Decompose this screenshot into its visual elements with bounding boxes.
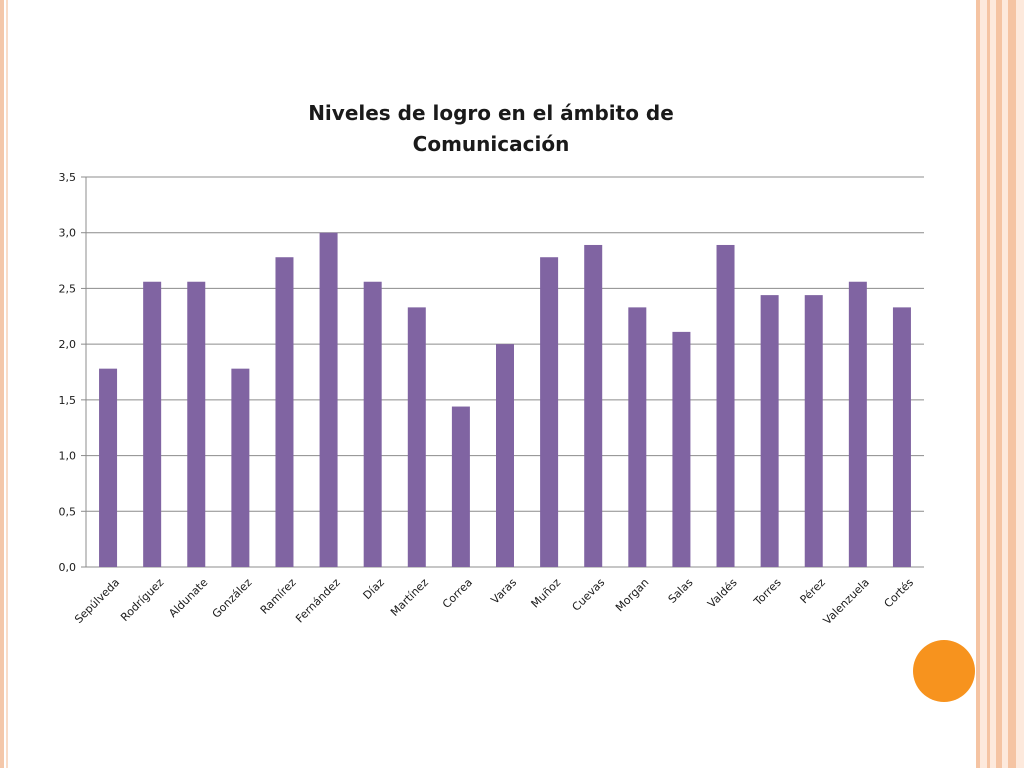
- bar: [628, 307, 647, 567]
- bar: [540, 257, 559, 567]
- bar: [275, 257, 294, 567]
- orange-circle-decoration: [913, 640, 975, 702]
- right-decor-stripe: [996, 0, 1002, 768]
- x-tick-label: Salas: [666, 576, 696, 606]
- bar: [319, 232, 338, 567]
- bar: [804, 295, 823, 567]
- x-tick-label: Díaz: [361, 576, 387, 602]
- bar: [672, 331, 691, 567]
- bar: [716, 244, 735, 567]
- x-tick-label: Valenzuela: [821, 576, 872, 627]
- bar: [231, 368, 250, 567]
- x-tick-label: Valdés: [705, 576, 740, 611]
- x-tick-label: Rodríguez: [118, 576, 166, 624]
- bar: [848, 281, 867, 567]
- bar: [363, 281, 382, 567]
- y-tick-label: 2,5: [59, 282, 77, 295]
- x-tick-label: Cortés: [882, 576, 917, 611]
- bar: [451, 406, 470, 567]
- x-tick-label: Torres: [751, 576, 784, 609]
- left-decor-stripe: [0, 0, 4, 768]
- x-tick-label: Sepúlveda: [72, 576, 122, 626]
- y-tick-label: 3,5: [59, 171, 77, 184]
- x-tick-label: Fernández: [293, 576, 343, 626]
- y-tick-label: 0,0: [59, 561, 77, 574]
- right-decor-stripe: [987, 0, 990, 768]
- bar: [407, 307, 426, 567]
- right-decor-stripe: [1008, 0, 1016, 768]
- x-tick-label: Cuevas: [570, 576, 608, 614]
- x-tick-label: Ramírez: [258, 576, 299, 617]
- bar: [187, 281, 206, 567]
- x-tick-label: Morgan: [613, 576, 651, 614]
- x-tick-label: Martínez: [388, 576, 431, 619]
- y-tick-label: 0,5: [59, 505, 77, 518]
- y-tick-label: 1,5: [59, 394, 77, 407]
- x-tick-label: Pérez: [798, 576, 828, 606]
- y-axis: 0,0 0,5 1,0 1,5 2,0 2,5 3,0 3,5: [59, 171, 87, 574]
- bar: [496, 344, 514, 567]
- x-tick-label: González: [210, 576, 255, 621]
- bars: [99, 232, 911, 567]
- bar: [584, 244, 603, 567]
- bar: [892, 307, 911, 567]
- left-decor-stripe-thin: [6, 0, 8, 768]
- y-tick-label: 2,0: [59, 338, 77, 351]
- y-tick-label: 1,0: [59, 450, 77, 463]
- y-tick-label: 3,0: [59, 227, 77, 240]
- bar: [99, 368, 118, 567]
- x-tick-label: Aldunate: [166, 576, 210, 620]
- chart-title: Niveles de logro en el ámbito de Comunic…: [308, 101, 674, 156]
- right-decor-stripe: [976, 0, 980, 768]
- bar: [143, 281, 162, 567]
- x-tick-label: Varas: [488, 576, 519, 607]
- x-tick-label: Muñoz: [529, 576, 564, 611]
- x-tick-label: Correa: [440, 576, 475, 611]
- bar: [760, 295, 779, 567]
